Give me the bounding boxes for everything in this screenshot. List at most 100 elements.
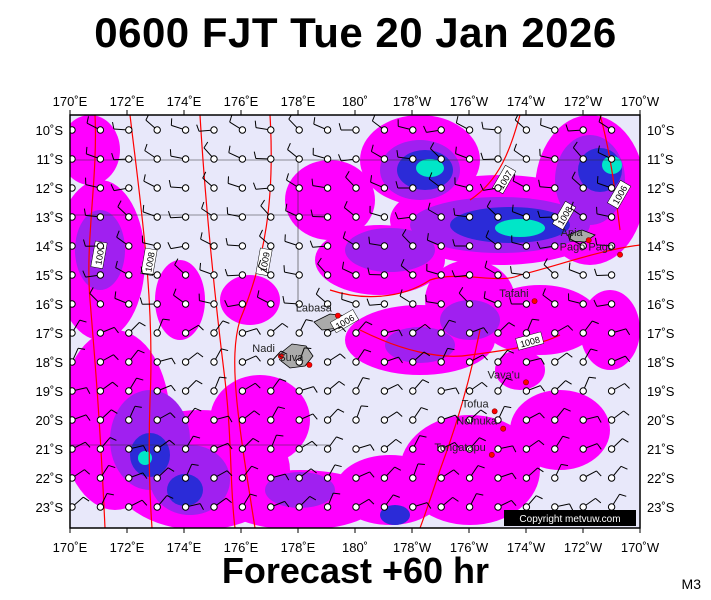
wind-barb-feather [458, 286, 464, 294]
wind-barb-feather [365, 321, 373, 326]
wind-station [96, 155, 105, 163]
wind-station [238, 126, 247, 134]
wind-station [323, 300, 332, 308]
wind-station [437, 155, 445, 163]
wind-barb-feather [399, 289, 403, 297]
wind-station [409, 474, 417, 482]
wind-barb-feather [249, 493, 257, 497]
place-label: Suva [278, 352, 304, 364]
wind-barb-feather [504, 405, 512, 409]
wind-station [267, 474, 275, 482]
wind-station [522, 387, 531, 395]
wind-station [465, 474, 474, 482]
wind-barb-feather [174, 258, 179, 266]
wind-barb-feather [224, 300, 229, 307]
latitude-label: 13˚S [647, 210, 675, 225]
wind-barb-feather [284, 501, 290, 508]
rain-area [380, 505, 410, 525]
wind-barb-feather [455, 146, 457, 154]
wind-station [181, 329, 190, 337]
wind-station [607, 155, 616, 163]
wind-station [70, 126, 76, 134]
wind-station [409, 184, 417, 192]
wind-barb-feather [333, 492, 341, 495]
wind-station [607, 300, 616, 308]
latitude-label: 17˚S [36, 326, 64, 341]
longitude-label: 180˚ [342, 94, 368, 109]
wind-barb-feather [252, 437, 260, 443]
wind-barb-feather [201, 201, 205, 209]
wind-barb-feather [106, 493, 114, 496]
wind-barb-feather [452, 239, 456, 247]
wind-station [522, 271, 531, 279]
wind-barb-feather [254, 382, 261, 389]
longitude-label: 172˚E [110, 94, 145, 109]
wind-station [153, 155, 161, 163]
wind-station [181, 126, 190, 134]
wind-barb-feather [143, 174, 146, 182]
place-label: Apia [561, 227, 584, 239]
wind-station [380, 474, 389, 482]
wind-station [494, 503, 502, 511]
wind-station [551, 184, 559, 192]
wind-barb-feather [593, 299, 598, 307]
wind-barb-feather [342, 231, 346, 239]
wind-station [295, 416, 303, 424]
wind-barb-feather [343, 200, 348, 208]
wind-barb-feather [394, 466, 402, 471]
wind-station [210, 387, 218, 395]
wind-barb-feather [453, 469, 460, 475]
wind-station [70, 242, 76, 250]
latitude-label: 18˚S [647, 355, 675, 370]
longitude-label: 170˚E [53, 540, 88, 555]
wind-barb-feather [285, 203, 288, 211]
latitude-label: 21˚S [36, 442, 64, 457]
wind-station [352, 474, 360, 482]
wind-barb-feather [569, 232, 573, 240]
wind-station [465, 329, 474, 337]
wind-station [607, 329, 616, 337]
wind-station [125, 329, 133, 337]
wind-barb-feather [115, 260, 118, 268]
wind-barb-feather [170, 385, 176, 392]
wind-barb-feather [619, 493, 627, 497]
wind-barb-feather [538, 179, 541, 187]
wind-barb-feather [454, 442, 460, 449]
wind-station [437, 126, 445, 134]
wind-station [380, 213, 389, 221]
wind-station [522, 155, 531, 163]
longitude-label: 174˚E [167, 540, 202, 555]
wind-barb-feather [594, 237, 598, 245]
isobar-label: 1009 [255, 247, 273, 276]
wind-barb-feather [622, 438, 629, 443]
wind-station [607, 445, 616, 453]
wind-station [70, 184, 76, 192]
wind-station [607, 213, 616, 221]
wind-barb-feather [370, 175, 373, 183]
wind-barb-feather [253, 410, 261, 416]
wind-barb-feather [287, 142, 291, 150]
wind-station [181, 271, 190, 279]
wind-station [579, 387, 587, 395]
wind-barb-feather [395, 181, 399, 189]
wind-station [125, 271, 133, 279]
wind-barb-feather [454, 414, 460, 422]
wind-station [210, 503, 218, 511]
wind-barb-feather [286, 173, 290, 181]
rain-area [285, 160, 375, 240]
wind-barb-feather [512, 445, 517, 453]
wind-barb-feather [312, 413, 318, 420]
wind-station [181, 300, 190, 308]
wind-station [494, 474, 502, 482]
wind-station [181, 358, 190, 366]
forecast-label: Forecast +60 hr [221, 550, 490, 591]
wind-station [551, 387, 559, 395]
wind-station [551, 213, 559, 221]
wind-barb-feather [229, 115, 233, 123]
wind-barb-feather [59, 203, 61, 210]
wind-station [465, 445, 474, 453]
wind-barb-feather [401, 228, 407, 236]
latitude-label: 11˚S [37, 152, 64, 167]
wind-barb-feather [485, 230, 490, 238]
wind-barb-feather [169, 412, 176, 419]
